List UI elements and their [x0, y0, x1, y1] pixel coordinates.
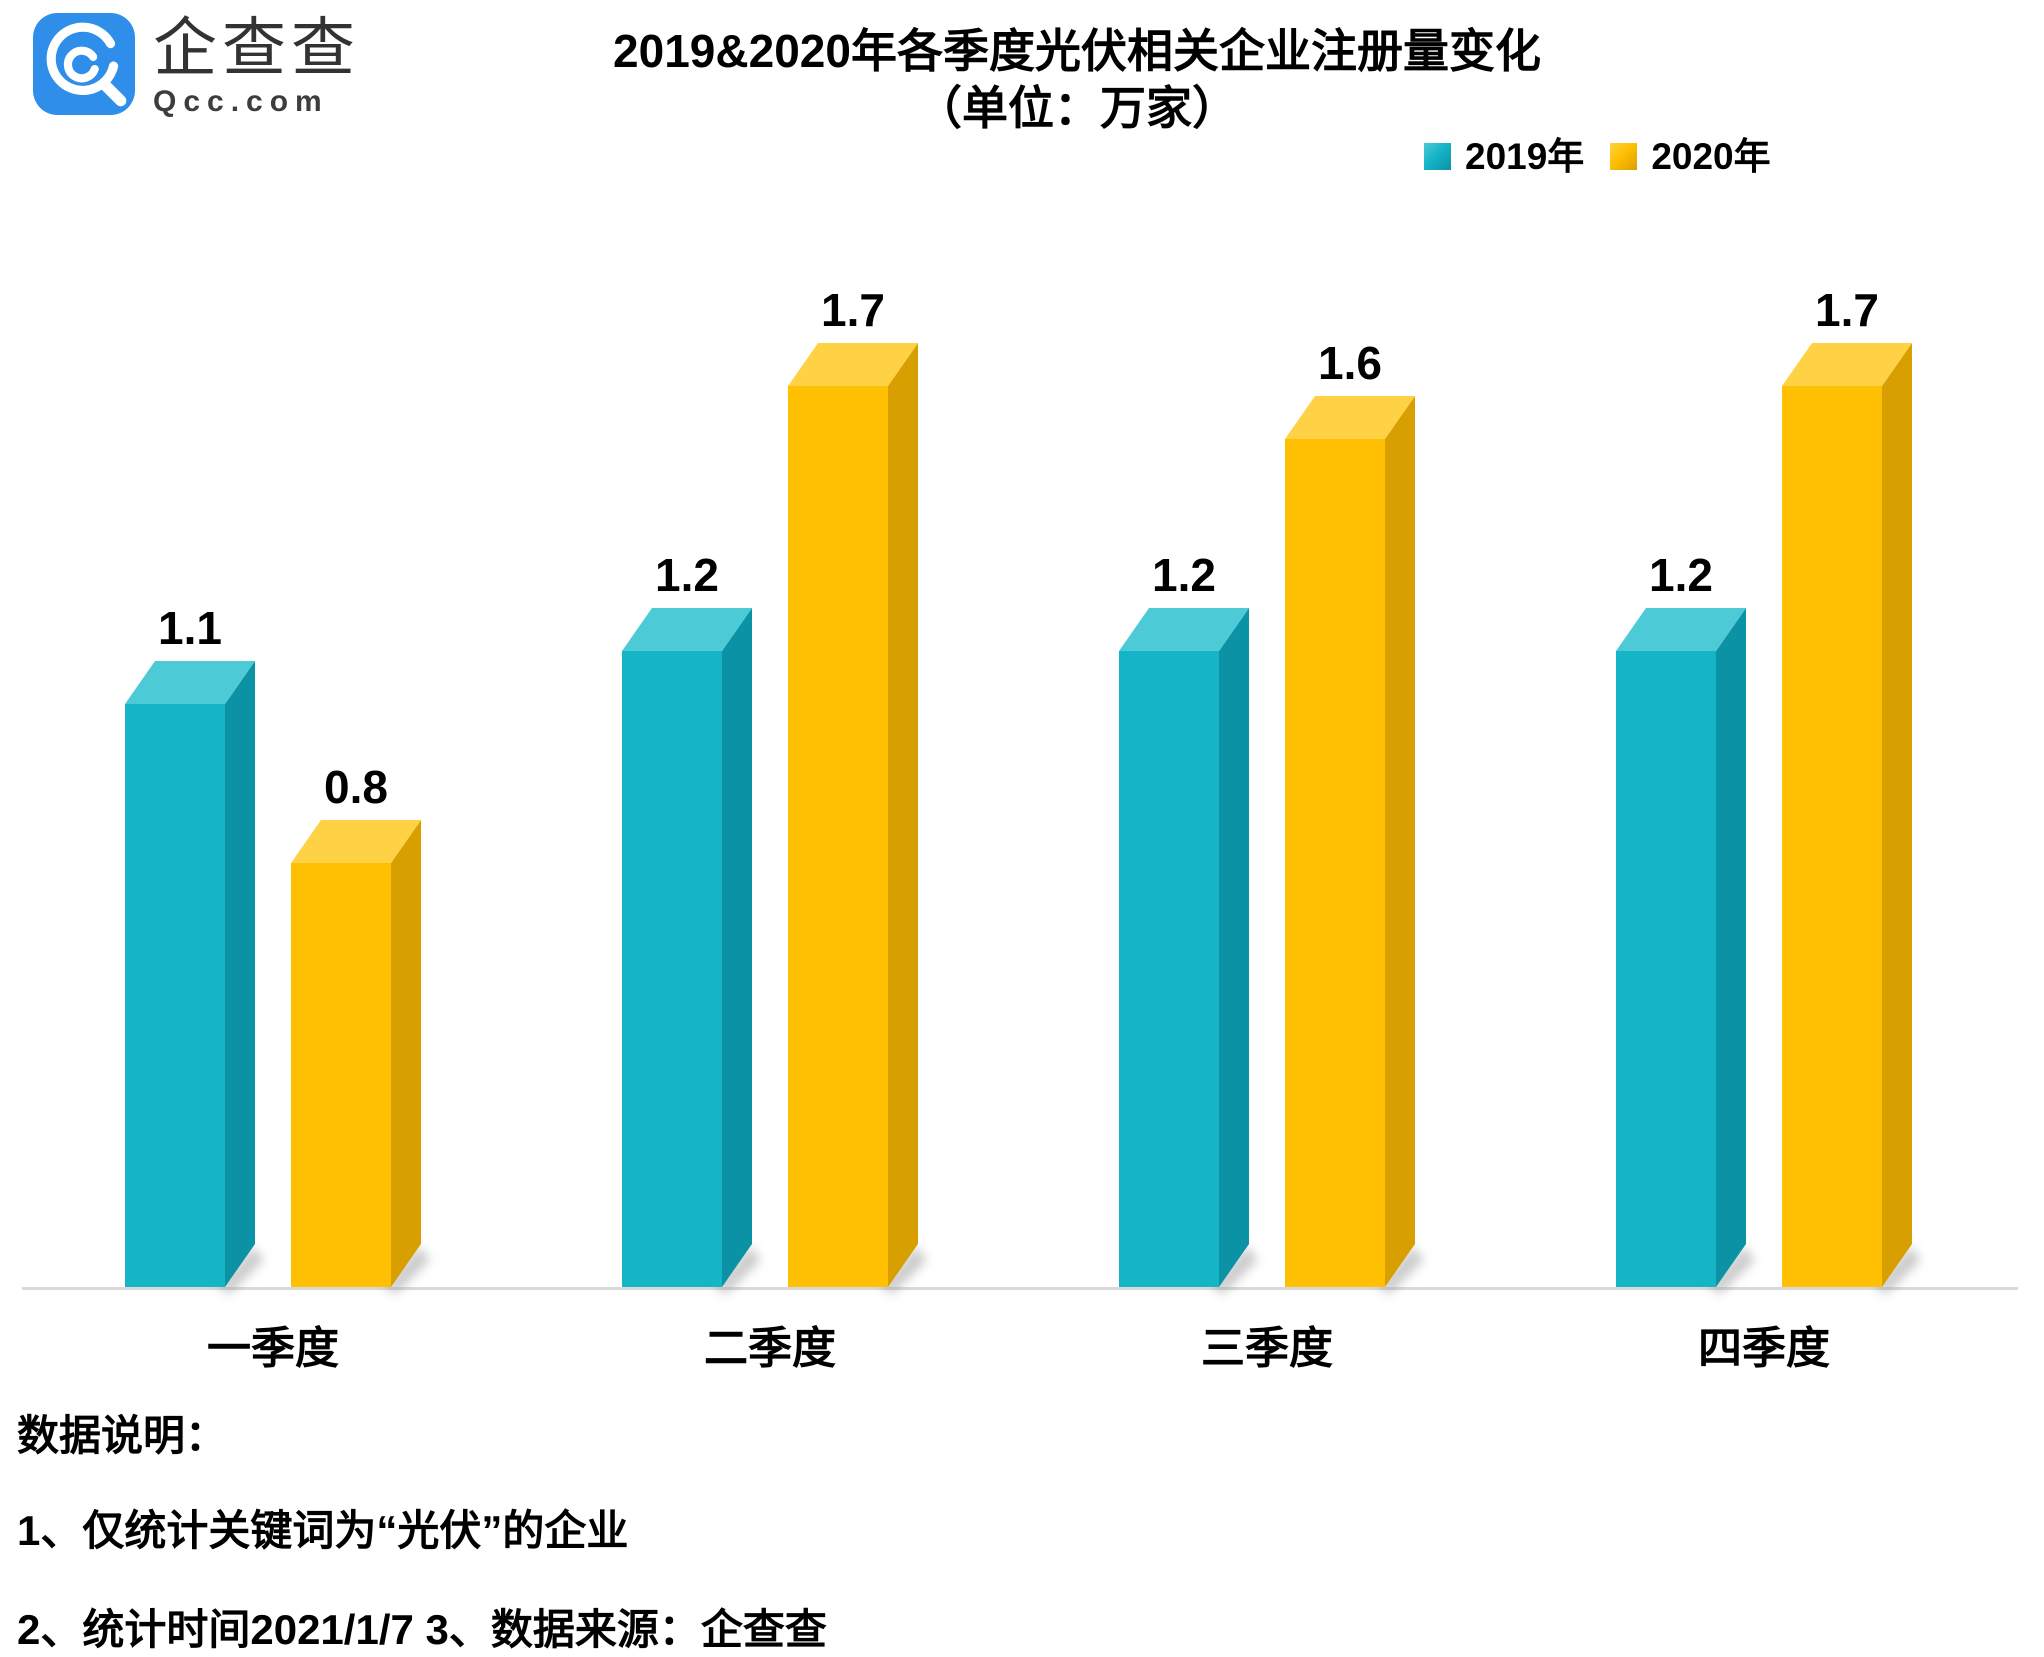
qcc-logo[interactable]: 企查查 Qcc.com — [33, 13, 360, 119]
value-label: 1.1 — [158, 602, 222, 654]
qcc-logo-icon — [33, 13, 135, 115]
bar-2020年-三季度 — [1285, 439, 1385, 1287]
category-label: 一季度 — [207, 1324, 339, 1373]
bar-2019年-三季度 — [1119, 651, 1219, 1287]
value-label: 1.2 — [1152, 549, 1216, 601]
category-label: 二季度 — [704, 1324, 836, 1373]
bar-shadow — [880, 1246, 927, 1294]
value-label: 1.7 — [1815, 284, 1879, 336]
note-date-and-source: 2、统计时间2021/1/7 3、数据来源：企查查 — [17, 1606, 827, 1653]
legend-swatch — [1424, 143, 1451, 170]
bar-top-face — [1616, 608, 1746, 651]
bar-side-face — [1219, 608, 1249, 1287]
category-label: 四季度 — [1698, 1324, 1830, 1373]
bar-shadow — [217, 1246, 264, 1294]
legend-item-2020年[interactable]: 2020年 — [1610, 136, 1771, 177]
bar-shadow — [1874, 1246, 1921, 1294]
bar-side-face — [1385, 396, 1415, 1287]
note-keyword-scope: 1、仅统计关键词为“光伏”的企业 — [17, 1507, 629, 1554]
bar-shadow — [1377, 1246, 1424, 1294]
bar-side-face — [888, 343, 918, 1287]
value-label: 1.6 — [1318, 337, 1382, 389]
bar-2019年-二季度 — [622, 651, 722, 1287]
notes-heading: 数据说明： — [17, 1412, 228, 1459]
chart-subtitle: （单位：万家） — [915, 82, 1238, 134]
bar-side-face — [1882, 343, 1912, 1287]
chart-title: 2019&2020年各季度光伏相关企业注册量变化 — [613, 25, 1541, 77]
bar-side-face — [1716, 608, 1746, 1287]
bar-2019年-一季度 — [125, 704, 225, 1287]
bar-chart: 1.1 0.8 一季度 1.2 1.7 二季度 1.2 1.6 三季度 1.2 1.7 四季度 — [22, 284, 2018, 1373]
data-notes: 数据说明： 1、仅统计关键词为“光伏”的企业 2、统计时间2021/1/7 3、… — [17, 1402, 1917, 1657]
page: { "header": { "logo": { "brand_cn": "企查查… — [17, 13, 2018, 1653]
bar-side-face — [391, 820, 421, 1287]
value-label: 0.8 — [324, 761, 388, 813]
legend-swatch — [1610, 143, 1638, 170]
bar-top-face — [1285, 396, 1415, 439]
bar-2020年-四季度 — [1782, 386, 1882, 1287]
bar-top-face — [125, 661, 255, 704]
bar-shadow — [714, 1246, 761, 1294]
brand-name-cn: 企查查 — [153, 12, 360, 84]
bar-2020年-二季度 — [788, 386, 888, 1287]
value-label: 1.2 — [655, 549, 719, 601]
chart-title-block: 2019&2020年各季度光伏相关企业注册量变化 （单位：万家） — [613, 22, 1541, 136]
bar-side-face — [722, 608, 752, 1287]
bar-2019年-四季度 — [1616, 651, 1716, 1287]
bar-shadow — [383, 1246, 430, 1294]
bar-top-face — [1782, 343, 1912, 386]
brand-name-en: Qcc.com — [153, 85, 329, 118]
bar-2020年-一季度 — [291, 863, 391, 1287]
bar-shadow — [1211, 1246, 1258, 1294]
qcc-logo-text: 企查查 Qcc.com — [153, 13, 360, 119]
bar-shadow — [1708, 1246, 1755, 1294]
legend: 2019年 2020年 — [1424, 138, 1771, 175]
bar-top-face — [788, 343, 918, 386]
value-label: 1.7 — [821, 284, 885, 336]
bar-top-face — [291, 820, 421, 863]
bar-top-face — [1119, 608, 1249, 651]
bar-side-face — [225, 661, 255, 1287]
legend-label: 2020年 — [1651, 136, 1771, 177]
value-label: 1.2 — [1649, 549, 1713, 601]
legend-item-2019年[interactable]: 2019年 — [1424, 138, 1584, 175]
legend-label: 2019年 — [1465, 136, 1585, 177]
category-label: 三季度 — [1201, 1324, 1333, 1373]
bar-top-face — [622, 608, 752, 651]
